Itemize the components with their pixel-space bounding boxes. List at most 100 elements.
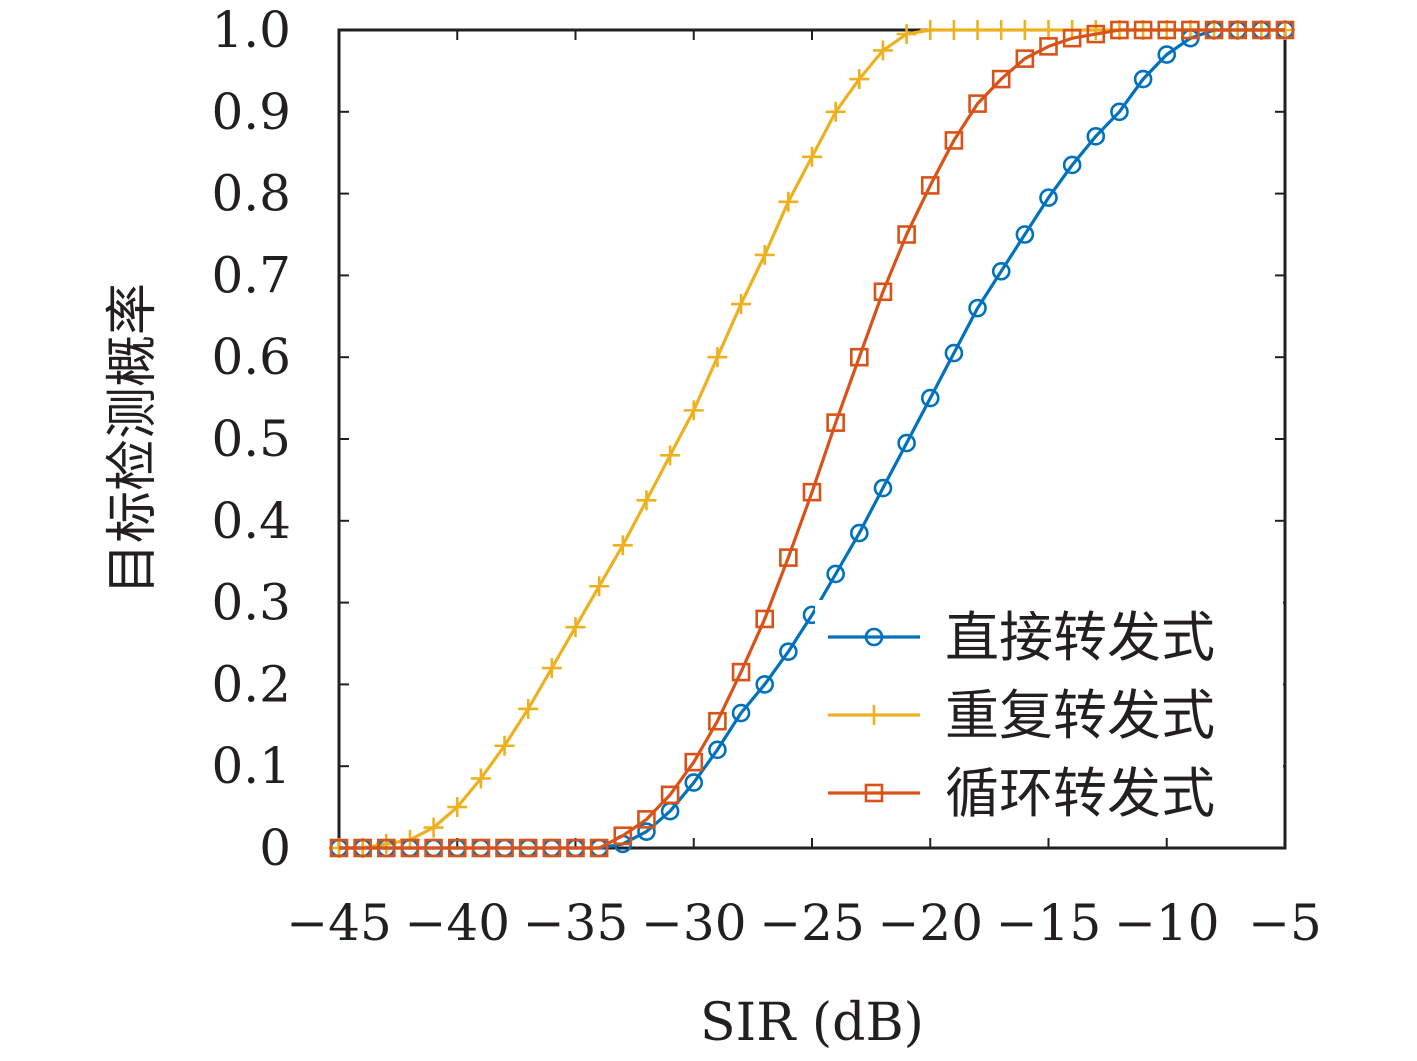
y-tick-label: 0.2 (211, 655, 291, 713)
legend-label: 重复转发式 (945, 684, 1215, 747)
y-tick-label: 0.3 (211, 574, 291, 632)
data-point-plus (565, 617, 586, 638)
data-point-circle (708, 740, 727, 760)
data-point-square (1110, 20, 1129, 40)
data-point-plus (541, 658, 562, 679)
data-point-square (471, 838, 491, 858)
data-point-plus (943, 20, 964, 40)
legend-label: 直接转发式 (945, 606, 1215, 669)
data-point-circle (1062, 155, 1082, 175)
data-point-plus (849, 69, 870, 90)
x-tick-label: −25 (759, 894, 865, 952)
data-point-square (731, 662, 751, 682)
data-point-square (1086, 24, 1106, 44)
data-point-square (1275, 20, 1295, 40)
data-point-square (897, 225, 916, 244)
data-point-plus (920, 20, 941, 40)
legend-label: 循环转发式 (945, 762, 1215, 825)
data-point-square (991, 69, 1011, 89)
data-point-plus (636, 490, 657, 511)
data-point-circle (897, 433, 916, 453)
data-point-square (1133, 20, 1153, 40)
data-point-circle (1015, 225, 1035, 244)
legend-entry: 直接转发式 (828, 606, 1215, 669)
data-point-square (1204, 20, 1224, 40)
data-point-circle (849, 523, 869, 543)
data-point-square (376, 838, 396, 858)
data-point-square (873, 282, 893, 302)
data-point-square (613, 826, 633, 846)
x-tick-label: −40 (404, 894, 510, 952)
data-point-square (1252, 20, 1271, 40)
data-point-square (637, 810, 656, 829)
x-tick-label: −35 (523, 894, 629, 952)
y-axis-label: 目标检测概率 (103, 283, 163, 595)
data-point-square (1228, 20, 1247, 40)
data-point-square (447, 838, 467, 858)
data-point-square (660, 785, 680, 805)
x-tick-label: −5 (1248, 894, 1322, 952)
series-layer (329, 20, 1295, 858)
data-point-plus (447, 797, 468, 818)
data-point-circle (1086, 127, 1106, 146)
data-point-plus (1038, 20, 1059, 40)
data-point-square (826, 413, 845, 432)
data-point-square (589, 838, 609, 858)
data-point-square (849, 347, 869, 367)
data-point-circle (755, 675, 775, 694)
data-point-circle (968, 298, 987, 318)
data-point-plus (518, 698, 539, 719)
data-point-circle (1133, 69, 1153, 89)
data-point-plus (470, 768, 491, 789)
legend-marker-plus (864, 705, 884, 725)
data-point-plus (731, 294, 752, 315)
data-point-square (400, 838, 420, 858)
data-point-square (920, 176, 940, 195)
y-tick-label: 0.6 (211, 328, 291, 386)
data-point-square (495, 838, 514, 858)
data-point-plus (825, 101, 846, 122)
data-point-square (542, 838, 562, 858)
x-tick-label: −45 (286, 894, 392, 952)
x-tick-label: −15 (996, 894, 1102, 952)
data-point-plus (754, 244, 775, 265)
data-point-plus (683, 400, 704, 421)
data-point-square (779, 548, 798, 567)
data-point-plus (494, 735, 515, 756)
data-point-square (518, 838, 538, 858)
x-tick-label: −10 (1114, 894, 1220, 952)
data-point-square (566, 838, 585, 858)
data-point-plus (778, 191, 799, 212)
data-point-square (802, 482, 822, 502)
data-point-circle (873, 478, 893, 498)
data-point-circle (637, 822, 656, 841)
series-square (329, 20, 1295, 858)
data-point-square (424, 838, 443, 858)
data-point-plus (967, 20, 988, 40)
data-point-square (1157, 20, 1177, 40)
data-point-plus (896, 24, 917, 45)
y-tick-label: 0.7 (211, 246, 291, 304)
data-point-square (353, 838, 372, 858)
data-point-circle (944, 343, 964, 363)
y-tick-label: 0.4 (211, 492, 291, 550)
data-point-plus (872, 40, 893, 61)
data-point-square (329, 838, 349, 858)
data-point-plus (612, 535, 633, 556)
data-point-circle (1157, 45, 1177, 64)
y-tick-label: 0.1 (211, 737, 291, 795)
data-point-plus (707, 347, 728, 368)
data-point-circle (826, 564, 845, 584)
y-tick-label: 1.0 (211, 1, 291, 59)
data-point-circle (731, 703, 751, 723)
legend-entry: 循环转发式 (828, 762, 1215, 825)
data-point-square (968, 94, 987, 113)
x-axis-label: SIR (dB) (700, 993, 924, 1053)
data-point-circle (991, 262, 1011, 281)
y-tick-label: 0.9 (211, 83, 291, 141)
data-point-plus (1014, 20, 1035, 40)
data-point-plus (802, 146, 822, 167)
data-point-plus (991, 20, 1012, 40)
